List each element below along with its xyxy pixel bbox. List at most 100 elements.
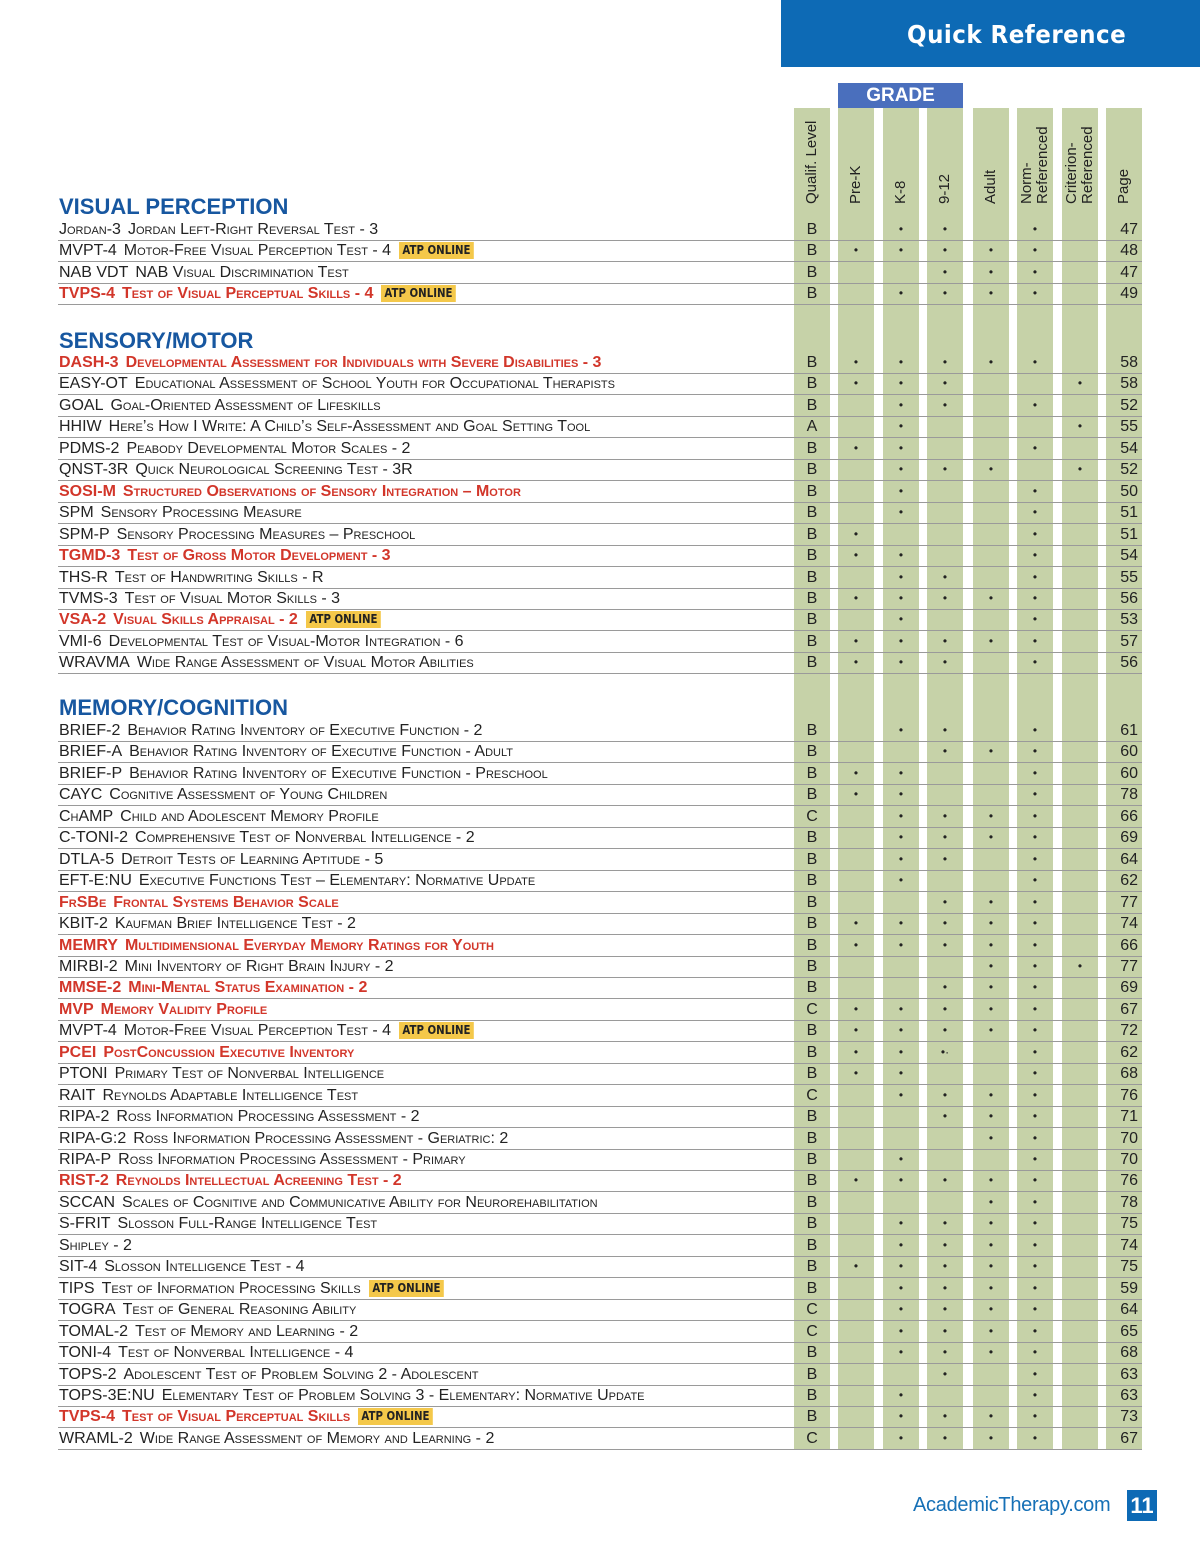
page-cell[interactable]: 73 (1120, 1408, 1138, 1426)
qualif-level-cell: B (806, 504, 818, 522)
page-cell[interactable]: 59 (1120, 1279, 1138, 1297)
page-cell[interactable]: 70 (1120, 1151, 1138, 1168)
page-cell[interactable]: 57 (1120, 632, 1138, 650)
norm-referenced-mark: • (1032, 873, 1038, 888)
k-8-mark: • (898, 355, 904, 369)
page-cell[interactable]: 66 (1120, 807, 1138, 825)
atp-online-badge: ATP ONLINE (399, 1022, 474, 1040)
page-cell[interactable]: 62 (1120, 1043, 1138, 1061)
page-cell[interactable]: 50 (1120, 482, 1138, 500)
page-cell[interactable]: 74 (1120, 1236, 1138, 1254)
page-cell[interactable]: 76 (1120, 1172, 1138, 1190)
page-cell[interactable]: 54 (1120, 439, 1138, 457)
test-code: MMSE-2 (59, 979, 122, 997)
k-8-mark: • (898, 851, 904, 866)
page-cell[interactable]: 60 (1120, 764, 1138, 782)
test-name: Test of Handwriting Skills - R (114, 568, 324, 586)
page-cell[interactable]: 47 (1120, 221, 1138, 238)
page-cell[interactable]: 55 (1120, 568, 1138, 586)
atp-online-badge: ATP ONLINE (368, 1279, 444, 1297)
test-label: SIT-4 Slosson Intelligence Test - 4 (59, 1257, 305, 1276)
qualif-level-cell: B (806, 1236, 818, 1254)
column-adult-band (973, 108, 1009, 1450)
test-name: Reynolds Intellectual Acreening Test - 2 (115, 1172, 402, 1190)
page-number: 11 (1127, 1490, 1157, 1521)
page-cell[interactable]: 78 (1120, 1193, 1138, 1211)
page-cell[interactable]: 69 (1120, 829, 1138, 847)
test-code: RAIT (59, 1086, 96, 1104)
k-8-mark: • (898, 612, 904, 627)
norm-referenced-mark: • (1032, 1345, 1038, 1360)
page-cell[interactable]: 77 (1120, 893, 1138, 911)
qualif-level-cell: B (806, 1258, 818, 1276)
test-code: PDMS-2 (59, 439, 120, 457)
page-cell[interactable]: 74 (1120, 915, 1138, 933)
test-label: TGMD-3 Test of Gross Motor Development - … (59, 546, 391, 565)
qualif-level-cell: B (806, 764, 818, 782)
page-cell[interactable]: 75 (1120, 1258, 1138, 1276)
page-cell[interactable]: 56 (1120, 654, 1138, 672)
page-cell[interactable]: 55 (1120, 418, 1138, 436)
page-cell[interactable]: 71 (1120, 1108, 1138, 1126)
test-label: TOGRA Test of General Reasoning Ability (59, 1300, 356, 1319)
qualif-level-cell: B (806, 568, 818, 586)
page-cell[interactable]: 67 (1120, 1000, 1138, 1018)
adult-mark: • (988, 264, 994, 279)
page-cell[interactable]: 49 (1120, 285, 1138, 303)
page-cell[interactable]: 51 (1120, 504, 1138, 522)
pre-k-mark: • (853, 526, 859, 541)
page-cell[interactable]: 48 (1120, 242, 1138, 260)
test-label: TVPS-4 Test of Visual Perceptual Skills AT… (59, 1407, 446, 1426)
page-cell[interactable]: 69 (1120, 979, 1138, 997)
page-cell[interactable]: 56 (1120, 589, 1138, 607)
page-cell[interactable]: 65 (1120, 1322, 1138, 1340)
table-row: ChAMP Child and Adolescent Memory Profile… (58, 806, 1142, 828)
page-cell[interactable]: 78 (1120, 786, 1138, 804)
test-label: MMSE-2 Mini-Mental Status Examination - 2 (59, 978, 367, 997)
norm-referenced-mark: • (1032, 1237, 1038, 1252)
k-8-mark: • (898, 590, 904, 605)
pre-k-mark: • (853, 1259, 859, 1274)
page-cell[interactable]: 47 (1120, 263, 1138, 281)
page-cell[interactable]: 72 (1120, 1022, 1138, 1040)
adult-mark: • (988, 1173, 994, 1188)
page-cell[interactable]: 76 (1120, 1086, 1138, 1104)
page-cell[interactable]: 52 (1120, 461, 1138, 479)
k-8-mark: • (898, 1302, 904, 1317)
norm-referenced-mark: • (1032, 808, 1038, 823)
page-cell[interactable]: 64 (1120, 850, 1138, 868)
page-cell[interactable]: 54 (1120, 547, 1138, 565)
page-cell[interactable]: 77 (1120, 957, 1138, 975)
k-8-mark: • (898, 1387, 904, 1402)
adult-mark: • (988, 937, 994, 952)
page-cell[interactable]: 60 (1120, 743, 1138, 761)
pre-k-mark: • (853, 440, 859, 455)
page-cell[interactable]: 62 (1120, 872, 1138, 890)
page-cell[interactable]: 70 (1120, 1129, 1138, 1147)
test-name: Frontal Systems Behavior Scale (113, 893, 339, 911)
page-cell[interactable]: 68 (1120, 1065, 1138, 1083)
page-cell[interactable]: 52 (1120, 396, 1138, 414)
test-name: Test of Memory and Learning - 2 (135, 1322, 359, 1340)
page-cell[interactable]: 68 (1120, 1344, 1138, 1362)
page-cell[interactable]: 64 (1120, 1301, 1138, 1319)
qualif-level-cell: B (806, 1365, 818, 1383)
page-cell[interactable]: 53 (1120, 611, 1138, 629)
qualif-level-cell: B (806, 1408, 818, 1426)
page-cell[interactable]: 58 (1120, 354, 1138, 371)
page-cell[interactable]: 67 (1120, 1429, 1138, 1447)
page-cell[interactable]: 66 (1120, 936, 1138, 954)
page-cell[interactable]: 63 (1120, 1365, 1138, 1383)
test-name: Motor-Free Visual Perception Test - 4 (123, 242, 392, 260)
table-row: QNST-3R Quick Neurological Screening Test… (58, 459, 1142, 482)
website-link[interactable]: AcademicTherapy.com (913, 1494, 1111, 1516)
page-cell[interactable]: 61 (1120, 722, 1138, 739)
qualif-level-cell: B (806, 263, 818, 281)
page-cell[interactable]: 63 (1120, 1386, 1138, 1404)
test-name: Behavior Rating Inventory of Executive F… (127, 722, 483, 739)
page-cell[interactable]: 58 (1120, 375, 1138, 393)
page-cell[interactable]: 75 (1120, 1215, 1138, 1233)
qualif-level-cell: B (806, 722, 818, 739)
page-cell[interactable]: 51 (1120, 525, 1138, 543)
table-row: TVPS-4 Test of Visual Perceptual Skills AT… (58, 1406, 1142, 1429)
